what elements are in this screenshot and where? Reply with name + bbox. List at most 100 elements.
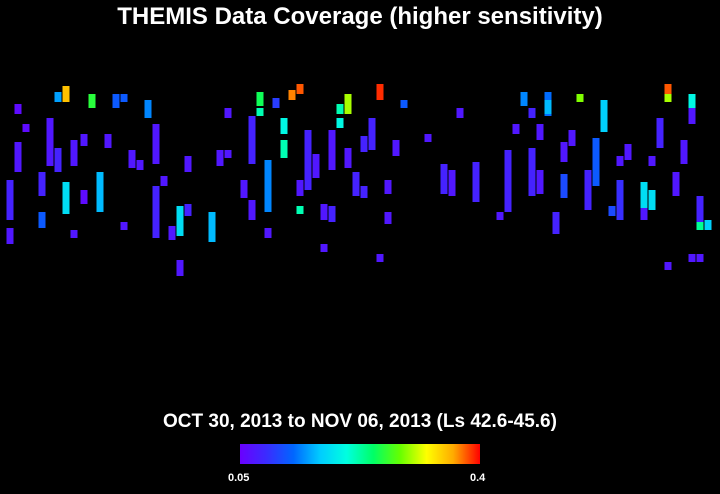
coverage-cell-21-1: [184, 204, 192, 216]
coverage-cell-52-0: [504, 150, 512, 212]
coverage-cell-42-1: [376, 254, 384, 262]
coverage-cell-64-0: [600, 100, 608, 132]
coverage-cell-25-0: [240, 180, 248, 198]
coverage-cell-54-0: [520, 92, 528, 106]
coverage-cell-3-1: [38, 212, 46, 228]
coverage-cell-2-0: [22, 124, 30, 132]
coverage-cell-62-0: [584, 170, 592, 210]
coverage-cell-17-1: [152, 124, 160, 164]
coverage-cell-71-0: [664, 84, 672, 94]
coverage-cell-59-1: [560, 174, 568, 198]
coverage-cell-26-0: [248, 116, 256, 164]
coverage-cell-27-1: [256, 108, 264, 116]
coverage-cell-40-1: [360, 186, 368, 198]
coverage-cell-7-0: [70, 140, 78, 166]
coverage-cell-19-0: [168, 226, 176, 240]
coverage-cell-0-0: [6, 180, 14, 220]
coverage-cell-26-1: [248, 200, 256, 220]
coverage-cell-32-2: [296, 206, 304, 214]
coverage-cell-68-1: [640, 208, 648, 220]
coverage-cell-73-0: [680, 140, 688, 164]
colorbar: [240, 444, 480, 464]
coverage-cell-71-2: [664, 94, 672, 102]
coverage-cell-72-0: [672, 172, 680, 196]
coverage-cell-43-1: [384, 212, 392, 224]
coverage-cell-11-0: [104, 134, 112, 148]
coverage-cell-44-0: [392, 140, 400, 156]
coverage-cell-24-1: [224, 150, 232, 158]
coverage-cell-46-0: [424, 134, 432, 142]
coverage-cell-43-0: [384, 180, 392, 194]
coverage-cell-27-0: [256, 92, 264, 106]
coverage-cell-61-0: [576, 94, 584, 102]
coverage-cell-35-0: [320, 204, 328, 220]
coverage-cell-12-0: [112, 94, 120, 108]
date-range-subtitle: OCT 30, 2013 to NOV 06, 2013 (Ls 42.6-45…: [163, 411, 557, 432]
coverage-cell-6-0: [62, 86, 70, 102]
coverage-cell-41-0: [368, 118, 376, 150]
coverage-cell-63-0: [592, 138, 600, 186]
coverage-cell-47-0: [440, 164, 448, 194]
coverage-cell-13-1: [120, 222, 128, 230]
coverage-cell-10-0: [96, 172, 104, 212]
coverage-cell-22-0: [208, 212, 216, 242]
coverage-cell-5-1: [54, 148, 62, 172]
coverage-cell-28-1: [264, 228, 272, 238]
coverage-cell-5-0: [54, 92, 62, 102]
coverage-cell-74-1: [688, 108, 696, 124]
coverage-cell-71-1: [664, 262, 672, 270]
coverage-cell-4-0: [46, 118, 54, 166]
coverage-cell-76-0: [704, 220, 712, 230]
coverage-cell-68-0: [640, 182, 648, 212]
coverage-cell-66-0: [616, 180, 624, 220]
coverage-cell-66-1: [616, 156, 624, 166]
coverage-cell-8-0: [80, 134, 88, 146]
coverage-cell-17-0: [152, 186, 160, 238]
coverage-cell-69-1: [648, 156, 656, 166]
colorbar-max-label: 0.4: [470, 472, 486, 484]
coverage-cell-56-1: [536, 170, 544, 194]
colorbar-min-label: 0.05: [228, 472, 250, 484]
coverage-cell-48-0: [448, 170, 456, 196]
coverage-cell-65-0: [608, 206, 616, 216]
coverage-cell-58-0: [552, 212, 560, 234]
coverage-cell-39-0: [352, 172, 360, 196]
coverage-cell-8-1: [80, 190, 88, 204]
coverage-cell-20-1: [176, 260, 184, 276]
coverage-cell-32-0: [296, 84, 304, 94]
coverage-cell-1-0: [14, 142, 22, 172]
chart-title: THEMIS Data Coverage (higher sensitivity…: [117, 3, 603, 30]
coverage-cell-32-1: [296, 180, 304, 196]
coverage-cell-70-0: [656, 118, 664, 148]
coverage-cell-60-0: [568, 130, 576, 146]
coverage-cell-13-0: [120, 94, 128, 102]
coverage-cell-14-0: [128, 150, 136, 168]
coverage-cell-45-0: [400, 100, 408, 108]
coverage-cell-16-0: [144, 100, 152, 118]
coverage-cell-37-1: [336, 104, 344, 114]
coverage-cell-56-0: [536, 124, 544, 140]
coverage-cell-38-1: [344, 148, 352, 168]
coverage-cell-69-0: [648, 190, 656, 210]
coverage-cell-1-1: [14, 104, 22, 114]
coverage-cell-29-0: [272, 98, 280, 108]
coverage-cell-57-1: [544, 100, 552, 114]
coverage-cell-0-1: [6, 228, 14, 244]
coverage-cell-30-0: [280, 118, 288, 134]
coverage-cell-31-0: [288, 90, 296, 100]
coverage-cell-36-0: [328, 130, 336, 170]
coverage-cell-23-0: [216, 150, 224, 166]
coverage-cell-75-1: [696, 222, 704, 230]
coverage-cell-37-0: [336, 118, 344, 128]
coverage-cell-74-2: [688, 254, 696, 262]
coverage-cell-67-0: [624, 144, 632, 160]
coverage-cell-75-2: [696, 254, 704, 262]
coverage-cell-18-0: [160, 176, 168, 186]
coverage-cell-30-1: [280, 140, 288, 158]
coverage-cell-21-0: [184, 156, 192, 172]
coverage-cell-42-0: [376, 84, 384, 100]
coverage-cell-15-0: [136, 160, 144, 170]
coverage-cell-7-1: [70, 230, 78, 238]
coverage-cell-53-0: [512, 124, 520, 134]
